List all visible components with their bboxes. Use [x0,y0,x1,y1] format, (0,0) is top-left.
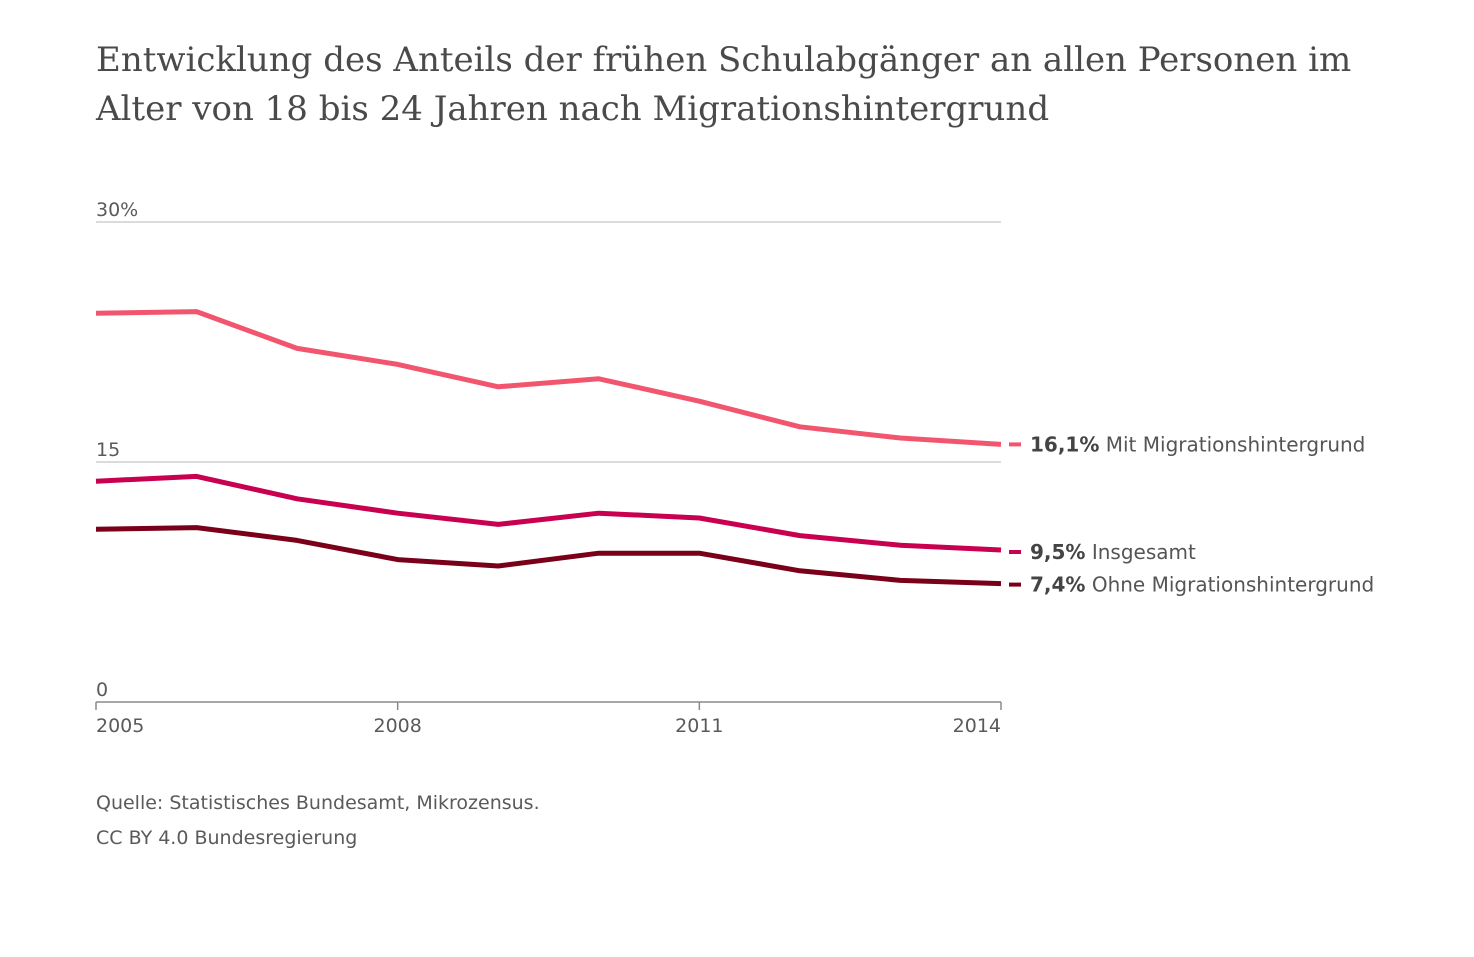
y-tick-label: 0 [96,679,108,701]
series-end-label: 7,4% Ohne Migrationshintergrund [1009,573,1374,597]
series-line [95,525,1002,587]
x-axis: 2005 2008 2011 2014 [95,701,1002,737]
series-name: Ohne Migrationshintergrund [1085,573,1374,597]
chart-title: Entwicklung des Anteils der frühen Schul… [96,40,1352,129]
x-tick-label: 2011 [675,715,723,737]
x-tick-label: 2005 [96,715,144,737]
source-note: Quelle: Statistisches Bundesamt, Mikroze… [96,792,540,814]
series-end-value: 7,4% [1030,573,1085,597]
series-end-label: 9,5% Insgesamt [1009,540,1196,564]
series-end-label: 16,1% Mit Migrationshintergrund [1009,432,1365,456]
series-name: Mit Migrationshintergrund [1099,432,1365,456]
series-end-value: 16,1% [1030,432,1099,456]
series-end-value: 9,5% [1030,540,1085,564]
series-name: Insgesamt [1085,540,1196,564]
chart-footer: Quelle: Statistisches Bundesamt, Mikroze… [96,786,540,856]
x-tick-label: 2014 [953,715,1001,737]
series-line [95,309,1002,447]
grid-lines [96,221,1001,463]
x-tick-label: 2008 [373,715,421,737]
y-tick-label: 15 [96,439,120,461]
series-line [95,473,1002,553]
license-note: CC BY 4.0 Bundesregierung [96,827,358,849]
y-tick-label: 30% [96,199,138,221]
series-label: 7,4% Ohne Migrationshintergrund [1030,573,1374,597]
series-lines [95,309,1002,587]
y-axis-tick-labels: 0 15 30% [96,199,138,701]
series-end-labels: 16,1% Mit Migrationshintergrund 9,5% Insg… [1009,432,1374,597]
series-label: 16,1% Mit Migrationshintergrund [1030,432,1365,456]
series-label: 9,5% Insgesamt [1030,540,1196,564]
